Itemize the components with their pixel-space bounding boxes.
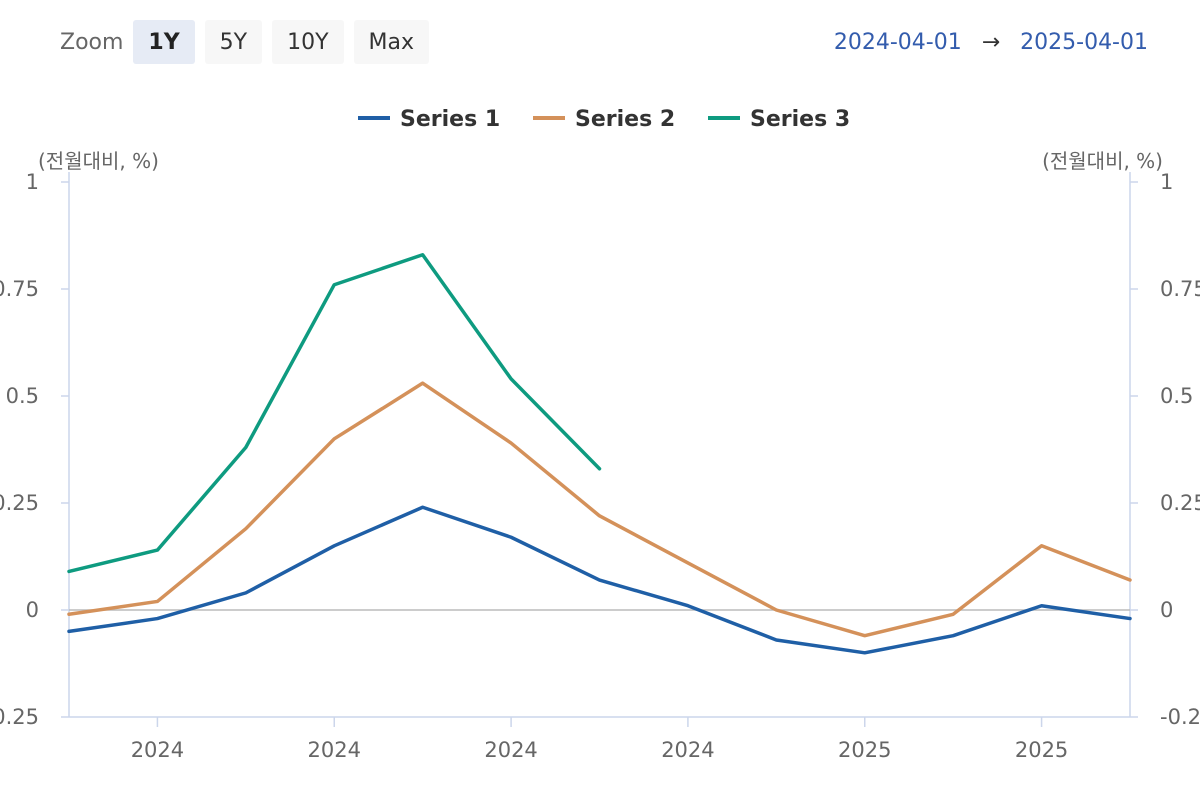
zoom-1y-button[interactable]: 1Y — [133, 20, 195, 64]
right-y-tick-label: 0.5 — [1160, 384, 1193, 408]
zoom-max-button[interactable]: Max — [353, 20, 430, 64]
legend-item-series-1[interactable]: Series 1 — [400, 107, 500, 132]
series-1-line[interactable] — [67, 505, 1132, 655]
right-y-tick-label: 1 — [1160, 170, 1173, 194]
right-y-tick-label: 0 — [1160, 598, 1173, 622]
zoom-10y-button[interactable]: 10Y — [272, 20, 344, 64]
x-tick-label: 2024 — [484, 738, 537, 762]
x-tick-label: 2025 — [1015, 738, 1068, 762]
left-y-tick-label: -0.25 — [0, 705, 39, 729]
zoom-5y-button[interactable]: 5Y — [204, 20, 263, 64]
zoom-label: Zoom — [60, 29, 124, 55]
right-y-tick-label: 0.25 — [1160, 491, 1200, 515]
x-tick-label: 2025 — [838, 738, 891, 762]
range-from-input[interactable]: 2024-04-01 — [833, 29, 962, 55]
right-y-tick-label: -0.25 — [1160, 705, 1200, 729]
x-tick-label: 2024 — [131, 738, 184, 762]
right-axis-unit: (전월대비, %) — [1042, 149, 1163, 173]
left-y-tick-label: 0 — [26, 598, 39, 622]
range-arrow-icon: → — [981, 29, 1001, 55]
legend-item-series-3[interactable]: Series 3 — [750, 107, 850, 132]
left-y-tick-label: 0.5 — [6, 384, 39, 408]
axes: -0.25 -0.25 0 0 0.25 0.25 0.5 0.5 0.75 0.75 1 1 2024… — [0, 170, 1200, 762]
series-3-line[interactable] — [67, 253, 602, 574]
right-y-tick-label: 0.75 — [1160, 277, 1200, 301]
left-y-tick-label: 0.25 — [0, 491, 39, 515]
x-tick-label: 2024 — [661, 738, 714, 762]
x-tick-label: 2024 — [308, 738, 361, 762]
zoom-toolbar: Zoom 1Y 5Y 10Y Max — [60, 20, 439, 64]
legend: Series 1 Series 2 Series 3 — [358, 107, 850, 132]
date-range: 2024-04-01 → 2025-04-01 — [834, 20, 1148, 64]
series-lines — [67, 253, 1132, 655]
left-y-tick-label: 1 — [26, 170, 39, 194]
legend-item-series-2[interactable]: Series 2 — [575, 107, 675, 132]
left-y-tick-label: 0.75 — [0, 277, 39, 301]
left-axis-unit: (전월대비, %) — [38, 149, 159, 173]
series-2-line[interactable] — [67, 381, 1132, 638]
range-to-input[interactable]: 2025-04-01 — [1020, 29, 1148, 55]
